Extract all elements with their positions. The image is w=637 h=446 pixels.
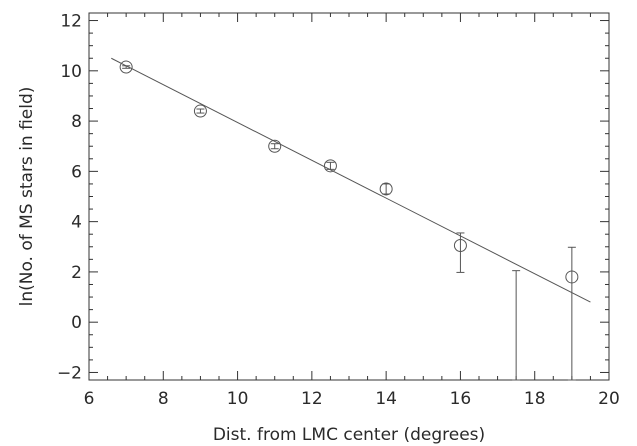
data-point-marker	[268, 139, 282, 153]
y-tick-label: 2	[71, 263, 82, 283]
x-tick-label: 8	[158, 389, 169, 409]
x-tick-label: 10	[227, 389, 249, 409]
y-tick-label: 8	[71, 112, 82, 132]
x-tick-label: 20	[598, 389, 620, 409]
y-tick-label: 4	[71, 213, 82, 233]
y-tick-label: 0	[71, 313, 82, 333]
y-tick-label: 6	[71, 162, 82, 182]
fit-line	[111, 57, 591, 303]
data-point-marker	[379, 182, 393, 196]
x-tick-label: 12	[301, 389, 323, 409]
error-bars	[122, 65, 576, 381]
x-axis-label: Dist. from LMC center (degrees)	[213, 425, 485, 445]
x-tick-label: 6	[84, 389, 95, 409]
data-point-marker	[565, 270, 579, 284]
plot-frame-group	[88, 12, 610, 381]
axis-ticks	[88, 13, 610, 380]
axis-labels: Dist. from LMC center (degrees) ln(No. o…	[17, 87, 485, 445]
y-axis-label: ln(No. of MS stars in field)	[17, 87, 37, 307]
data-markers	[119, 60, 579, 284]
x-tick-label: 18	[524, 389, 546, 409]
y-tick-label: 12	[60, 12, 82, 32]
plot-frame	[88, 12, 610, 381]
y-tick-label: 10	[60, 62, 82, 82]
x-tick-label: 16	[450, 389, 472, 409]
data-point-marker	[323, 159, 337, 173]
x-tick-label: 14	[375, 389, 397, 409]
y-tick-label: −2	[57, 363, 82, 383]
data-point-marker	[119, 60, 133, 74]
data-point-marker	[453, 239, 467, 253]
data-point-marker	[193, 104, 207, 118]
fit-line-group	[111, 57, 591, 303]
tick-labels: 6 8 10 12 14 16 18 20 −2 0 2 4 6 8 10 12	[57, 12, 620, 409]
